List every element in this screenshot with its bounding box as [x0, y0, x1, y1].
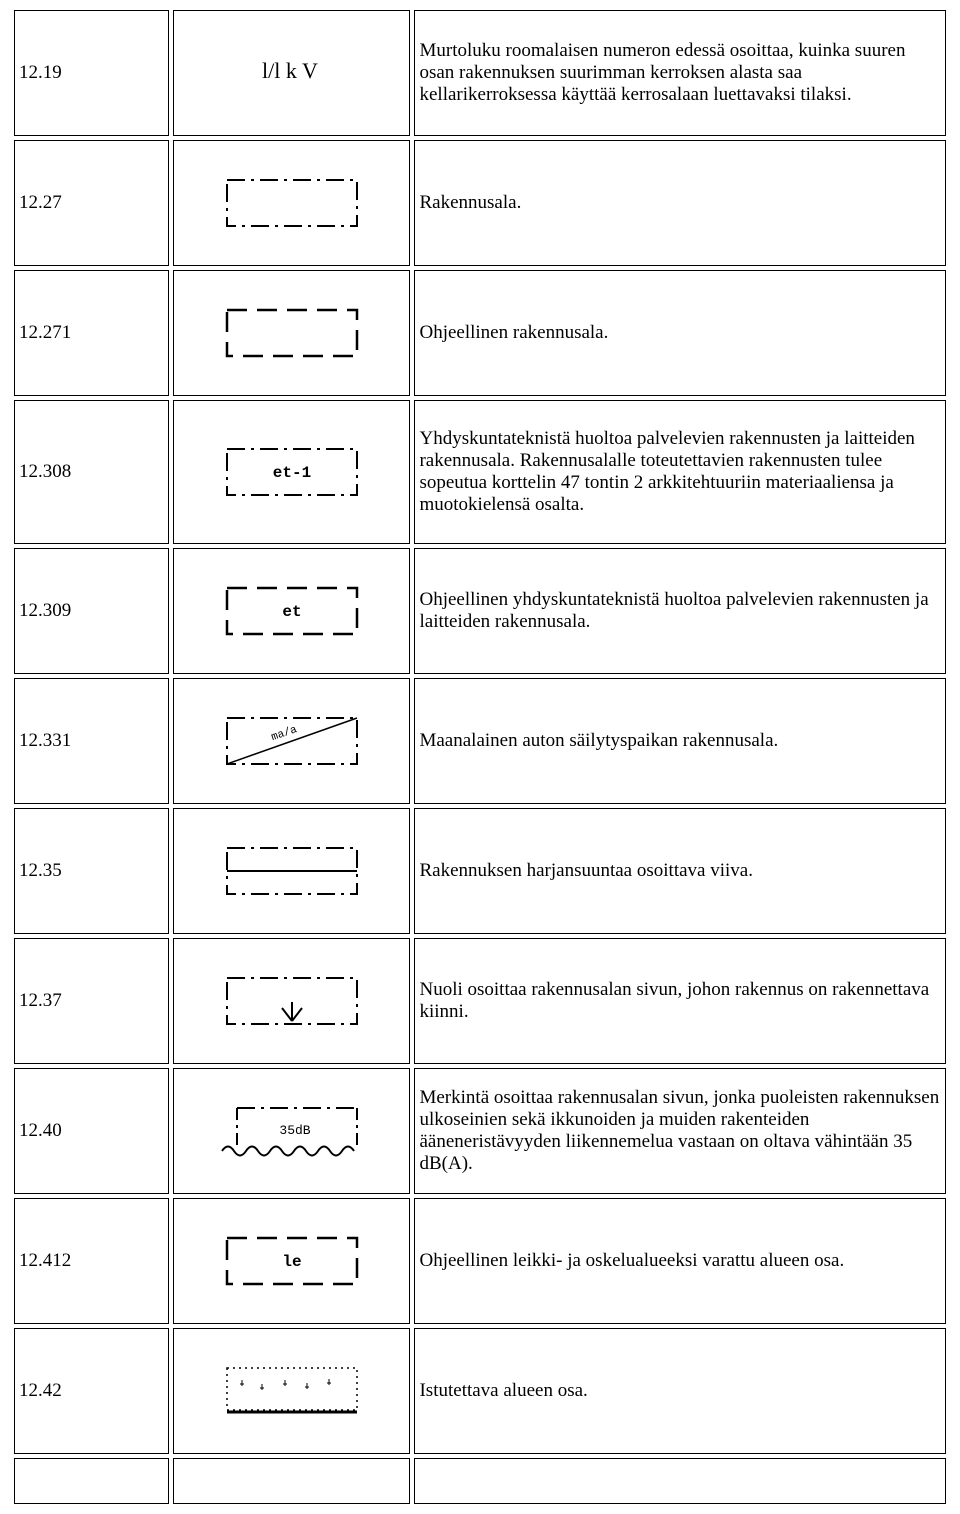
table-row: 12.412 le Ohjeellinen leikki- ja oskelua…: [14, 1198, 946, 1324]
table-row: 12.308 et-1 Yhdyskuntateknistä huoltoa p…: [14, 400, 946, 544]
table-row: 12.19 l/l k V Murtoluku roomalaisen nume…: [14, 10, 946, 136]
table-row: [14, 1458, 946, 1504]
table-row: 12.37 Nuoli osoittaa rakennusalan sivun,…: [14, 938, 946, 1064]
code-cell: 12.331: [14, 678, 169, 804]
desc-cell: Rakennuksen harjansuuntaa osoittava viiv…: [414, 808, 946, 934]
symbol-cell: [173, 1458, 410, 1504]
rect-dashed-icon: [207, 298, 377, 368]
symbol-cell: ma/a: [173, 678, 410, 804]
symbol-cell: l/l k V: [173, 10, 410, 136]
code-text: 12.19: [19, 62, 62, 83]
symbol-cell: et: [173, 548, 410, 674]
table-row: 12.331 ma/a Maanalainen auton säilytyspa…: [14, 678, 946, 804]
table-row: 12.40 35dB Merkintä osoittaa rakennusala…: [14, 1068, 946, 1194]
desc-text: Ohjeellinen leikki- ja oskelualueeksi va…: [419, 1250, 844, 1271]
code-cell: 12.40: [14, 1068, 169, 1194]
desc-text: Ohjeellinen rakennusala.: [419, 322, 608, 343]
code-text: 12.271: [19, 322, 71, 343]
rect-dashed-label-icon: le: [207, 1226, 377, 1296]
code-cell: 12.19: [14, 10, 169, 136]
table-row: 12.42 Istutettava alueen osa.: [14, 1328, 946, 1454]
symbol-label: 35dB: [279, 1123, 310, 1138]
code-text: 12.331: [19, 730, 71, 751]
rect-dashdot-icon: [207, 168, 377, 238]
symbol-label: ma/a: [270, 724, 299, 744]
symbol-cell: 35dB: [173, 1068, 410, 1194]
rect-dashdot-diag-icon: ma/a: [207, 706, 377, 776]
plant-marks: [240, 1379, 331, 1390]
code-cell: 12.37: [14, 938, 169, 1064]
desc-text: Merkintä osoittaa rakennusalan sivun, jo…: [419, 1087, 939, 1174]
desc-cell: Rakennusala.: [414, 140, 946, 266]
table-row: 12.271 Ohjeellinen rakennusala.: [14, 270, 946, 396]
symbol-cell: et-1: [173, 400, 410, 544]
symbol-cell: [173, 140, 410, 266]
symbol-cell: le: [173, 1198, 410, 1324]
code-text: 12.42: [19, 1380, 62, 1401]
rect-dashdot-label-icon: et-1: [207, 437, 377, 507]
symbol-cell: [173, 808, 410, 934]
code-cell: 12.412: [14, 1198, 169, 1324]
rect-dotted-plant-icon: [207, 1356, 377, 1426]
symbol-cell: [173, 938, 410, 1064]
desc-text: Istutettava alueen osa.: [419, 1380, 587, 1401]
desc-text: Maanalainen auton säilytyspaikan rakennu…: [419, 730, 778, 751]
rect-dashdot-arrow-icon: [207, 966, 377, 1036]
desc-text: Rakennusala.: [419, 192, 521, 213]
table-row: 12.309 et Ohjeellinen yhdyskuntateknistä…: [14, 548, 946, 674]
desc-text: Ohjeellinen yhdyskuntateknistä huoltoa p…: [419, 589, 928, 632]
legend-body: 12.19 l/l k V Murtoluku roomalaisen nume…: [14, 10, 946, 1504]
symbol-label: et-1: [273, 464, 311, 482]
code-cell: 12.308: [14, 400, 169, 544]
desc-text: Yhdyskuntateknistä huoltoa palvelevien r…: [419, 428, 914, 515]
desc-cell: Merkintä osoittaa rakennusalan sivun, jo…: [414, 1068, 946, 1194]
desc-cell: Istutettava alueen osa.: [414, 1328, 946, 1454]
desc-cell: Yhdyskuntateknistä huoltoa palvelevien r…: [414, 400, 946, 544]
code-text: 12.37: [19, 990, 62, 1011]
rect-dashdot-midline-icon: [207, 836, 377, 906]
code-cell: 12.27: [14, 140, 169, 266]
table-row: 12.27 Rakennusala.: [14, 140, 946, 266]
symbol-label: le: [282, 1253, 301, 1271]
fraction-symbol: l/l k V: [207, 48, 377, 98]
desc-text: Nuoli osoittaa rakennusalan sivun, johon…: [419, 979, 929, 1022]
desc-cell: [414, 1458, 946, 1504]
table-row: 12.35 Rakennuksen harjansuuntaa osoittav…: [14, 808, 946, 934]
desc-cell: Maanalainen auton säilytyspaikan rakennu…: [414, 678, 946, 804]
legend-table: 12.19 l/l k V Murtoluku roomalaisen nume…: [10, 6, 950, 1508]
code-cell: [14, 1458, 169, 1504]
rect-dashdot-wavy-icon: 35dB: [207, 1096, 377, 1166]
desc-cell: Ohjeellinen leikki- ja oskelualueeksi va…: [414, 1198, 946, 1324]
symbol-label: et: [282, 603, 301, 621]
desc-text: Rakennuksen harjansuuntaa osoittava viiv…: [419, 860, 752, 881]
rect-dashed-label-icon: et: [207, 576, 377, 646]
code-text: 12.308: [19, 461, 71, 482]
desc-cell: Nuoli osoittaa rakennusalan sivun, johon…: [414, 938, 946, 1064]
code-text: 12.27: [19, 192, 62, 213]
symbol-cell: [173, 1328, 410, 1454]
desc-cell: Murtoluku roomalaisen numeron edessä oso…: [414, 10, 946, 136]
desc-cell: Ohjeellinen rakennusala.: [414, 270, 946, 396]
desc-cell: Ohjeellinen yhdyskuntateknistä huoltoa p…: [414, 548, 946, 674]
code-text: 12.40: [19, 1120, 62, 1141]
desc-text: Murtoluku roomalaisen numeron edessä oso…: [419, 40, 905, 105]
code-cell: 12.35: [14, 808, 169, 934]
code-cell: 12.309: [14, 548, 169, 674]
fraction-text: l/l k V: [262, 58, 318, 83]
code-text: 12.412: [19, 1250, 71, 1271]
symbol-cell: [173, 270, 410, 396]
code-text: 12.309: [19, 600, 71, 621]
code-text: 12.35: [19, 860, 62, 881]
code-cell: 12.42: [14, 1328, 169, 1454]
code-cell: 12.271: [14, 270, 169, 396]
